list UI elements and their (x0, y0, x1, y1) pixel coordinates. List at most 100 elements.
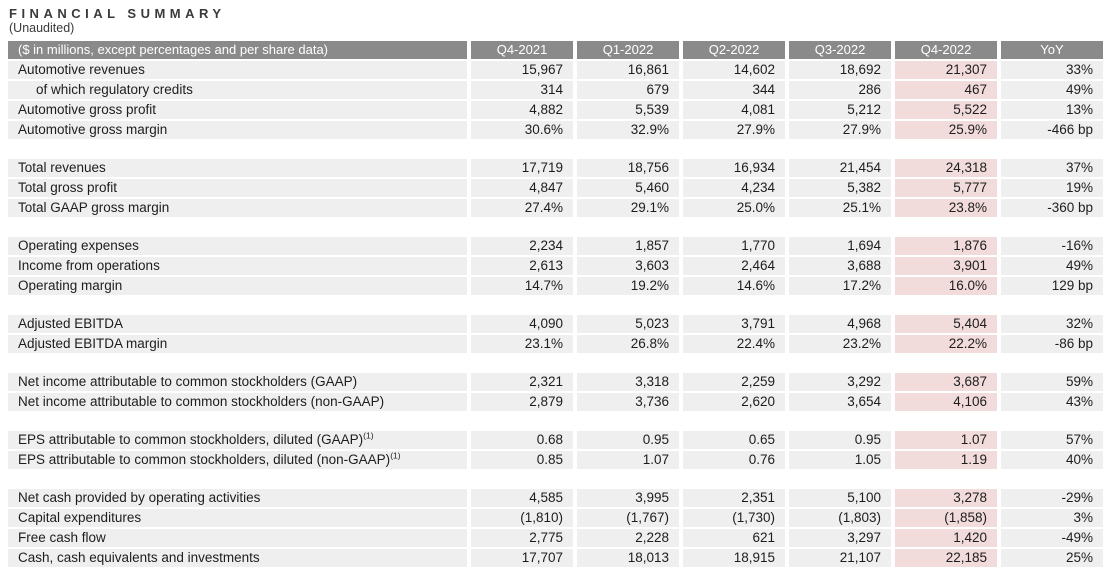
table-row: Net income attributable to common stockh… (8, 393, 1103, 413)
row-label: EPS attributable to common stockholders,… (8, 451, 467, 471)
cell-value: 27.9% (785, 121, 891, 141)
row-label: Total revenues (8, 159, 467, 179)
cell-value: 2,234 (467, 237, 573, 257)
cell-value: (1,730) (679, 509, 785, 529)
spacer-cell (8, 297, 1103, 315)
spacer-cell (8, 471, 1103, 489)
row-label: Adjusted EBITDA margin (8, 335, 467, 355)
cell-value-highlighted: 22.2% (891, 335, 997, 355)
cell-value: 15,967 (467, 61, 573, 81)
table-row: Automotive gross profit 4,882 5,539 4,081 5,… (8, 101, 1103, 121)
column-header-q4-2022: Q4-2022 (891, 41, 997, 61)
yoy-value: 49% (997, 257, 1103, 277)
row-label: Net income attributable to common stockh… (8, 373, 467, 393)
cell-value: 17,707 (467, 549, 573, 569)
cell-value: 286 (785, 81, 891, 101)
cell-value: 2,259 (679, 373, 785, 393)
cell-value: 18,915 (679, 549, 785, 569)
spacer-row (8, 141, 1103, 159)
cell-value-highlighted: 25.9% (891, 121, 997, 141)
cell-value: 2,879 (467, 393, 573, 413)
spacer-row (8, 355, 1103, 373)
cell-value: 17.2% (785, 277, 891, 297)
table-row: Net income attributable to common stockh… (8, 373, 1103, 393)
cell-value: 14,602 (679, 61, 785, 81)
cell-value: 3,603 (573, 257, 679, 277)
yoy-value: -86 bp (997, 335, 1103, 355)
header-row: ($ in millions, except percentages and p… (8, 41, 1103, 61)
yoy-value: -466 bp (997, 121, 1103, 141)
cell-value-highlighted: 1,876 (891, 237, 997, 257)
cell-value: 621 (679, 529, 785, 549)
table-body: Automotive revenues 15,967 16,861 14,602 18,… (8, 61, 1103, 569)
cell-value: 0.85 (467, 451, 573, 471)
yoy-value: -49% (997, 529, 1103, 549)
table-row: Total GAAP gross margin 27.4% 29.1% 25.0% 25… (8, 199, 1103, 219)
cell-value: 25.1% (785, 199, 891, 219)
cell-value-highlighted: 1.19 (891, 451, 997, 471)
column-header-q2-2022: Q2-2022 (679, 41, 785, 61)
table-row: Cash, cash equivalents and investments 17… (8, 549, 1103, 569)
cell-value: 3,297 (785, 529, 891, 549)
cell-value: 30.6% (467, 121, 573, 141)
cell-value-highlighted: 3,687 (891, 373, 997, 393)
cell-value-highlighted: 5,777 (891, 179, 997, 199)
table-row: EPS attributable to common stockholders,… (8, 451, 1103, 471)
spacer-row (8, 471, 1103, 489)
cell-value: 29.1% (573, 199, 679, 219)
table-row: Operating margin 14.7% 19.2% 14.6% 17.2% 16.0… (8, 277, 1103, 297)
table-row: Total revenues 17,719 18,756 16,934 21,454 24… (8, 159, 1103, 179)
row-label: Total GAAP gross margin (8, 199, 467, 219)
row-label: Operating margin (8, 277, 467, 297)
cell-value: 1.07 (573, 451, 679, 471)
cell-value: 14.7% (467, 277, 573, 297)
spacer-cell (8, 219, 1103, 237)
table-row: Adjusted EBITDA 4,090 5,023 3,791 4,968 5,404… (8, 315, 1103, 335)
table-row: Operating expenses 2,234 1,857 1,770 1,694 1,… (8, 237, 1103, 257)
cell-value: 32.9% (573, 121, 679, 141)
cell-value: 3,995 (573, 489, 679, 509)
cell-value: 1,770 (679, 237, 785, 257)
page-title: FINANCIAL SUMMARY (9, 6, 226, 21)
spacer-row (8, 413, 1103, 431)
cell-value: 25.0% (679, 199, 785, 219)
column-header-q4-2021: Q4-2021 (467, 41, 573, 61)
cell-value: 5,539 (573, 101, 679, 121)
cell-value: 2,464 (679, 257, 785, 277)
column-header-label: ($ in millions, except percentages and p… (8, 41, 467, 61)
cell-value: (1,767) (573, 509, 679, 529)
row-label: Net cash provided by operating activitie… (8, 489, 467, 509)
yoy-value: 57% (997, 431, 1103, 451)
table-row: Automotive gross margin 30.6% 32.9% 27.9% 27… (8, 121, 1103, 141)
table-row: Capital expenditures (1,810) (1,767) (1,730… (8, 509, 1103, 529)
table-row: Automotive revenues 15,967 16,861 14,602 18,… (8, 61, 1103, 81)
column-header-q1-2022: Q1-2022 (573, 41, 679, 61)
yoy-value: 25% (997, 549, 1103, 569)
cell-value: 23.1% (467, 335, 573, 355)
cell-value-highlighted: 3,278 (891, 489, 997, 509)
cell-value: 679 (573, 81, 679, 101)
cell-value: 5,382 (785, 179, 891, 199)
cell-value-highlighted: 1,420 (891, 529, 997, 549)
row-label: Operating expenses (8, 237, 467, 257)
financial-table: ($ in millions, except percentages and p… (8, 41, 1103, 569)
spacer-cell (8, 413, 1103, 431)
cell-value: 344 (679, 81, 785, 101)
yoy-value: 59% (997, 373, 1103, 393)
table-row: Free cash flow 2,775 2,228 621 3,297 1,420 -49… (8, 529, 1103, 549)
cell-value: 5,023 (573, 315, 679, 335)
cell-value: 4,585 (467, 489, 573, 509)
cell-value: 3,654 (785, 393, 891, 413)
row-label: EPS attributable to common stockholders,… (8, 431, 467, 451)
row-label: Cash, cash equivalents and investments (8, 549, 467, 569)
table-row: Net cash provided by operating activitie… (8, 489, 1103, 509)
yoy-value: 49% (997, 81, 1103, 101)
cell-value: 22.4% (679, 335, 785, 355)
cell-value: 4,090 (467, 315, 573, 335)
cell-value-highlighted: 22,185 (891, 549, 997, 569)
cell-value-highlighted: 5,522 (891, 101, 997, 121)
cell-value: 4,968 (785, 315, 891, 335)
footnote-marker: (1) (363, 431, 374, 441)
yoy-value: -29% (997, 489, 1103, 509)
cell-value: 2,620 (679, 393, 785, 413)
